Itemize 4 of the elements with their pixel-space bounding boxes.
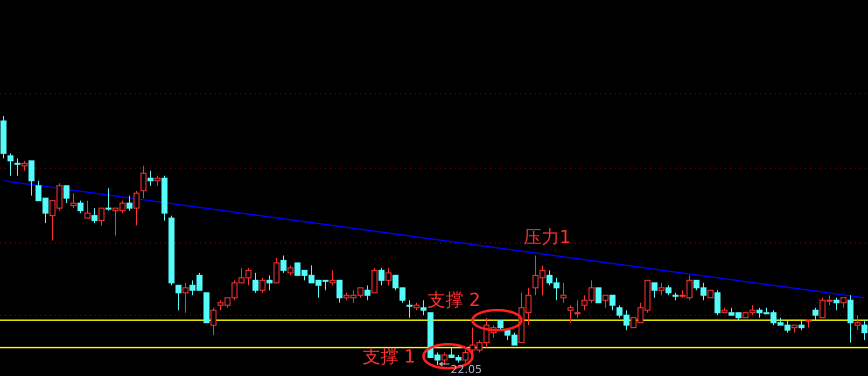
series-name: 压力1 <box>524 227 571 248</box>
annotation: 22.05 <box>450 363 482 376</box>
ref-label: 支撑 2 <box>427 290 480 312</box>
ref-label: 支撑 1 <box>362 346 416 368</box>
